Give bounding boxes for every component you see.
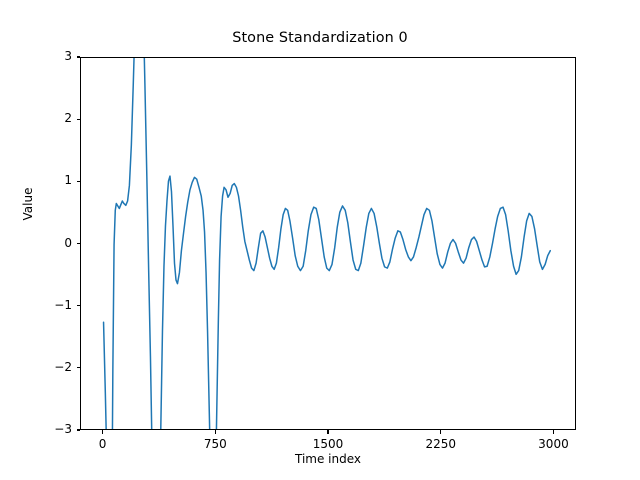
plot-area	[80, 57, 576, 430]
data-series-line	[102, 58, 551, 429]
x-tick-mark	[101, 430, 104, 434]
chart-title: Stone Standardization 0	[232, 30, 408, 46]
y-tick-mark	[76, 180, 80, 182]
y-tick-label: 1	[64, 173, 72, 188]
y-tick-mark	[76, 429, 80, 431]
x-tick-label: 0	[98, 437, 107, 451]
y-tick-mark	[76, 305, 80, 307]
y-tick-mark	[76, 367, 80, 369]
y-tick-mark	[76, 242, 80, 245]
y-tick-label: 2	[64, 111, 72, 126]
y-tick-label: −2	[54, 359, 72, 374]
x-tick-mark	[214, 430, 216, 434]
x-axis-label: Time index	[294, 452, 361, 466]
x-tick-label: 750	[203, 437, 227, 451]
x-tick-mark	[440, 430, 442, 434]
y-tick-mark	[76, 56, 80, 58]
y-tick-label: 3	[64, 49, 72, 63]
series-path	[102, 58, 551, 429]
x-tick-label: 3000	[538, 437, 569, 451]
y-tick-label: −3	[54, 422, 72, 436]
x-tick-mark	[327, 430, 329, 434]
x-tick-label: 1500	[312, 437, 344, 451]
x-tick-label: 2250	[425, 437, 456, 451]
y-axis-label: Value	[21, 187, 35, 221]
x-tick-mark	[552, 430, 554, 434]
y-tick-mark	[76, 118, 80, 120]
y-tick-label: 0	[64, 235, 72, 250]
y-tick-label: −1	[54, 297, 72, 312]
